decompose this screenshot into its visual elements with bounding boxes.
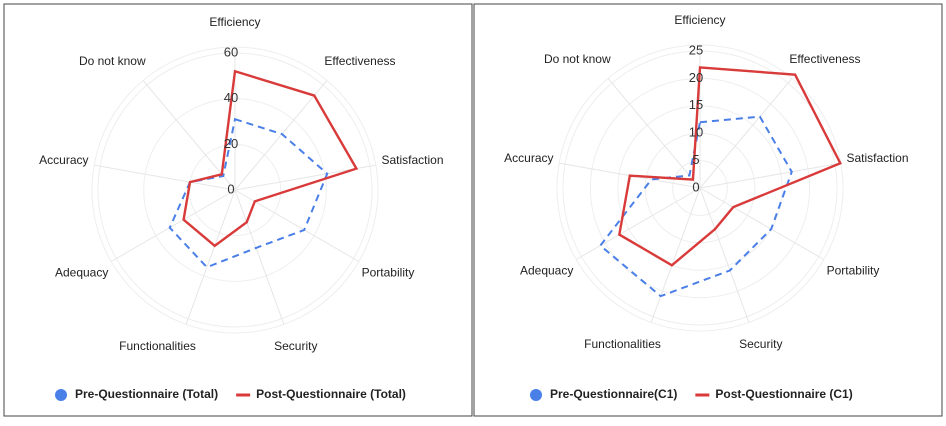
spoke xyxy=(699,162,841,189)
axis-label: Functionalities xyxy=(119,339,196,353)
axis-label: Adequacy xyxy=(520,264,573,278)
spoke xyxy=(110,189,236,262)
spoke xyxy=(234,189,285,325)
axis-label: Accuracy xyxy=(39,153,88,167)
axis-label: Effectiveness xyxy=(324,54,395,68)
axis-label: Accuracy xyxy=(504,151,553,165)
legend-label: Pre-Questionnaire (Total) xyxy=(75,387,218,401)
axis-label: Security xyxy=(274,339,317,353)
radar-line xyxy=(617,66,842,267)
legend-marker xyxy=(695,393,710,397)
spoke xyxy=(185,189,236,325)
axis-label: Portability xyxy=(827,264,880,278)
radar-line xyxy=(182,69,359,248)
spoke xyxy=(234,80,328,191)
legend-marker xyxy=(55,389,67,401)
legend-label: Post-Questionnaire (C1) xyxy=(715,387,852,401)
axis-label: Efficiency xyxy=(209,15,260,29)
tick-label: 20 xyxy=(224,136,238,151)
axis-label: Do not know xyxy=(544,52,611,66)
panel-border xyxy=(3,3,473,417)
spoke xyxy=(607,78,701,189)
panel-border xyxy=(473,3,943,417)
axis-label: Security xyxy=(739,337,782,351)
spoke xyxy=(142,80,236,191)
radar-line xyxy=(168,117,329,269)
axis-label: Satisfaction xyxy=(381,153,443,167)
axis-label: Portability xyxy=(362,266,415,280)
tick-label: 5 xyxy=(692,152,699,167)
spoke xyxy=(699,187,825,260)
legend-marker xyxy=(236,393,251,397)
axis-label: Efficiency xyxy=(674,13,725,27)
axis-label: Effectiveness xyxy=(789,52,860,66)
spoke xyxy=(699,78,793,189)
legend-marker xyxy=(530,389,542,401)
spoke xyxy=(699,187,750,323)
tick-label: 60 xyxy=(224,44,238,59)
axis-label: Satisfaction xyxy=(846,151,908,165)
tick-label: 15 xyxy=(689,97,703,112)
tick-label: 20 xyxy=(689,70,703,85)
spoke xyxy=(234,189,360,262)
legend-label: Pre-Questionnaire(C1) xyxy=(550,387,677,401)
tick-label: 40 xyxy=(224,90,238,105)
axis-label: Adequacy xyxy=(55,266,108,280)
axis-label: Functionalities xyxy=(584,337,661,351)
tick-label: 10 xyxy=(689,125,703,140)
tick-label: 25 xyxy=(689,42,703,57)
legend-label: Post-Questionnaire (Total) xyxy=(256,387,406,401)
spoke xyxy=(650,187,701,323)
tick-label: 0 xyxy=(692,179,699,194)
tick-label: 0 xyxy=(227,181,234,196)
axis-label: Do not know xyxy=(79,54,146,68)
spoke xyxy=(94,164,236,191)
spoke xyxy=(575,187,701,260)
